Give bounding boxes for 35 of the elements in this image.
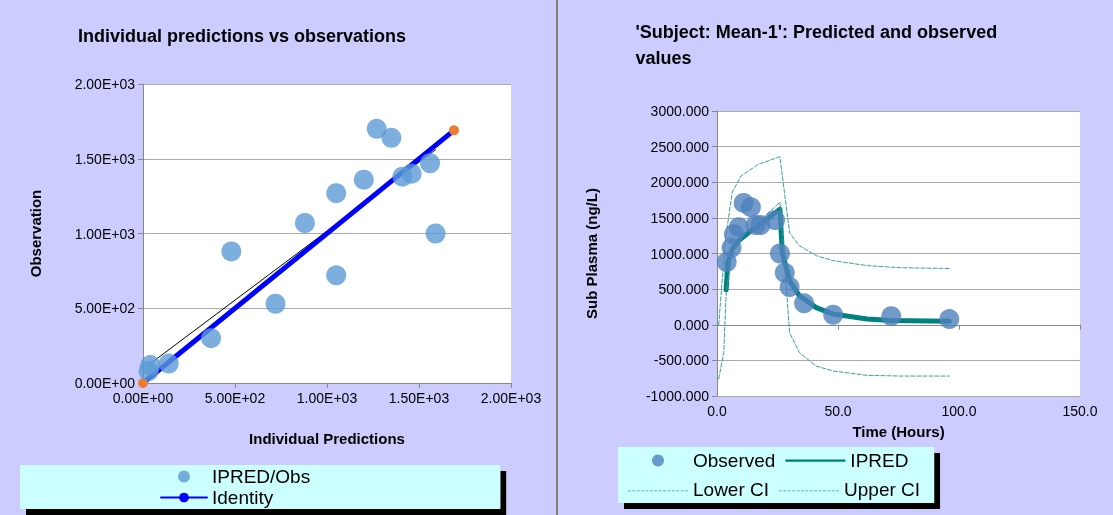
y-tick-label: 500.000 <box>658 281 710 298</box>
legend-label: Observed <box>693 450 776 471</box>
y-tick-label: 0.00E+00 <box>74 375 136 391</box>
y-tick-label: 1000.000 <box>650 245 710 262</box>
y-tick-label: 2000.000 <box>650 174 710 191</box>
x-tick-label: 0.0 <box>707 403 727 419</box>
chart-title: Individual predictions vs observations <box>78 26 407 46</box>
x-axis-title: Individual Predictions <box>249 430 405 447</box>
x-tick-label: 50.0 <box>824 403 852 419</box>
x-tick-label: 100.0 <box>941 403 977 419</box>
chart-title: 'Subject: Mean-1': Predicted and observed values <box>635 22 1003 68</box>
x-tick-label: 5.00E+02 <box>204 390 266 406</box>
legend-label: IPRED/Obs <box>212 466 311 487</box>
y-tick-label: 2.00E+03 <box>74 76 136 92</box>
y-tick-label: -500.000 <box>653 352 710 369</box>
y-tick-label: 1500.000 <box>650 209 710 226</box>
legend-label: Lower CI <box>693 479 770 500</box>
y-tick-label: 1.00E+03 <box>74 225 136 242</box>
x-tick-label: 2.00E+03 <box>480 390 542 406</box>
legend-label: Identity <box>212 487 274 508</box>
x-tick-label: 1.00E+03 <box>296 390 358 406</box>
y-tick-label: 0.000 <box>673 316 710 333</box>
y-tick-label: 5.00E+02 <box>74 300 136 317</box>
x-tick-label: 0.00E+00 <box>112 390 174 406</box>
y-tick-label: 3000.000 <box>650 103 710 119</box>
y-axis-title: Sub Plasma (ng/L) <box>583 188 600 319</box>
x-tick-label: 150.0 <box>1062 403 1098 419</box>
legend-label: Upper CI <box>844 479 921 500</box>
y-tick-label: 2500.000 <box>650 138 710 155</box>
y-axis-title: Observation <box>27 189 44 278</box>
y-tick-label: 1.50E+03 <box>74 150 136 167</box>
y-tick-label: -1000.000 <box>645 388 710 404</box>
legend-label: IPRED <box>850 450 909 471</box>
x-tick-label: 1.50E+03 <box>388 390 450 406</box>
x-axis-title: Time (Hours) <box>852 423 945 440</box>
